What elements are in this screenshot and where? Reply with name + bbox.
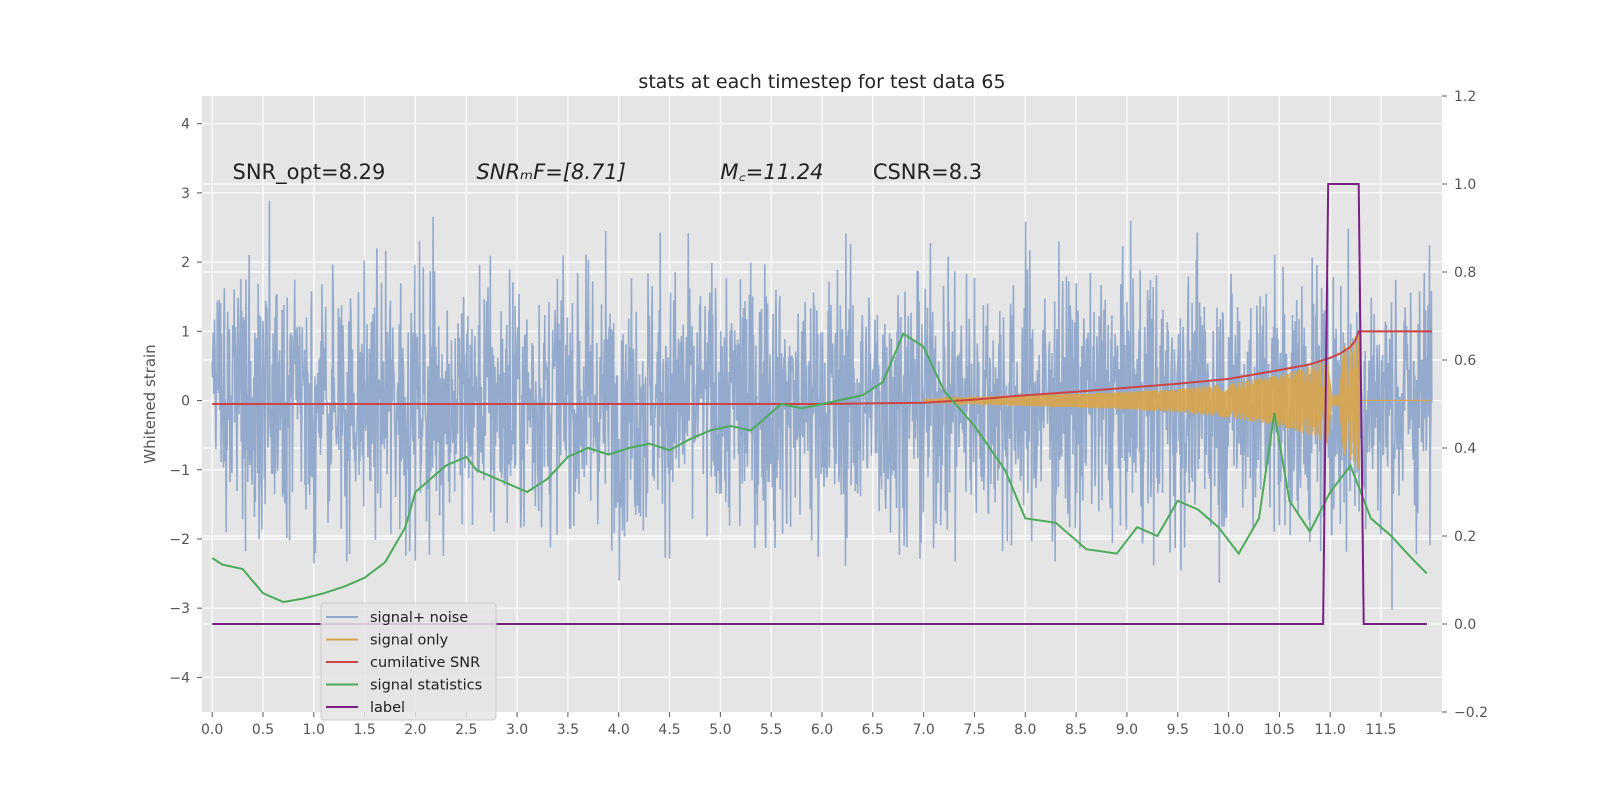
y2-tick-label: 0.2	[1454, 529, 1476, 545]
legend-label: signal+ noise	[370, 610, 468, 626]
annotations: SNR_opt=8.29 SNRₘF=[8.71] M꜀=11.24 CSNR=8.3	[232, 160, 982, 185]
y2-tick-label: 1.2	[1454, 89, 1476, 105]
x-tick-label: 1.0	[303, 722, 325, 738]
x-tick-label: 7.0	[913, 722, 935, 738]
x-tick-label: 8.0	[1014, 722, 1036, 738]
y-tick-label: 0	[181, 394, 190, 410]
legend-box	[320, 602, 497, 721]
y-tick-label: 2	[181, 255, 190, 271]
x-tick-label: 10.0	[1213, 722, 1244, 738]
y-tick-label: 3	[181, 186, 190, 202]
y-tick-label: 4	[181, 117, 190, 133]
x-tick-label: 5.5	[760, 722, 782, 738]
series-cumilative-snr	[212, 330, 1432, 405]
x-tick-label: 8.5	[1065, 722, 1087, 738]
x-tick-label: 9.0	[1116, 722, 1138, 738]
x-tick-label: 2.0	[404, 722, 426, 738]
x-tick-label: 11.0	[1315, 722, 1346, 738]
legend-label: cumilative SNR	[370, 655, 480, 671]
y-axis-label: Whitened strain	[141, 344, 159, 463]
x-tick-label: 3.5	[557, 722, 579, 738]
x-tick-label: 1.5	[353, 722, 375, 738]
legend-label: signal statistics	[370, 678, 482, 694]
series-signal-noise	[211, 200, 1433, 610]
y2-tick-label: 0.0	[1454, 617, 1476, 633]
x-tick-label: 5.0	[709, 722, 731, 738]
series-signal-statistics	[211, 332, 1428, 604]
annotation: SNRₘF=[8.71]	[476, 160, 626, 184]
legend-label: label	[370, 700, 405, 716]
y-tick-label: −2	[169, 532, 190, 548]
x-tick-label: 4.0	[608, 722, 630, 738]
y2-tick-label: 0.8	[1454, 265, 1476, 281]
y2-tick-label: 0.6	[1454, 353, 1476, 369]
x-tick-label: 7.5	[963, 722, 985, 738]
x-tick-label: 4.5	[658, 722, 680, 738]
x-tick-label: 6.5	[862, 722, 884, 738]
x-tick-label: 11.5	[1365, 722, 1396, 738]
y2-tick-label: 0.4	[1454, 441, 1476, 457]
x-tick-label: 0.5	[252, 722, 274, 738]
x-tick-label: 9.5	[1167, 722, 1189, 738]
x-tick-label: 0.0	[201, 722, 223, 738]
y-tick-label: −1	[169, 463, 190, 479]
y-tick-label: −3	[169, 601, 190, 617]
axis-ticks: 0.0 0.5 1.0 1.5 2.0 2.5 3.0 3.5 4.0 4.5 5.0 5.5 6.0 6…	[169, 89, 1488, 738]
series-layer	[211, 183, 1433, 625]
y-tick-label: 1	[181, 324, 190, 340]
annotation: CSNR=8.3	[873, 160, 982, 184]
chart-title: stats at each timestep for test data 65	[638, 71, 1005, 93]
x-tick-label: 10.5	[1264, 722, 1295, 738]
x-tick-label: 3.0	[506, 722, 528, 738]
y2-tick-label: 1.0	[1454, 177, 1476, 193]
y2-tick-label: −0.2	[1454, 705, 1488, 721]
y-tick-label: −4	[169, 670, 190, 686]
annotation: SNR_opt=8.29	[232, 160, 385, 185]
annotation: M꜀=11.24	[720, 160, 823, 184]
legend: signal+ noise signal only cumilative SNR si…	[320, 602, 497, 721]
series-label	[212, 183, 1427, 625]
x-tick-label: 2.5	[455, 722, 477, 738]
legend-label: signal only	[370, 633, 449, 649]
x-tick-label: 6.0	[811, 722, 833, 738]
